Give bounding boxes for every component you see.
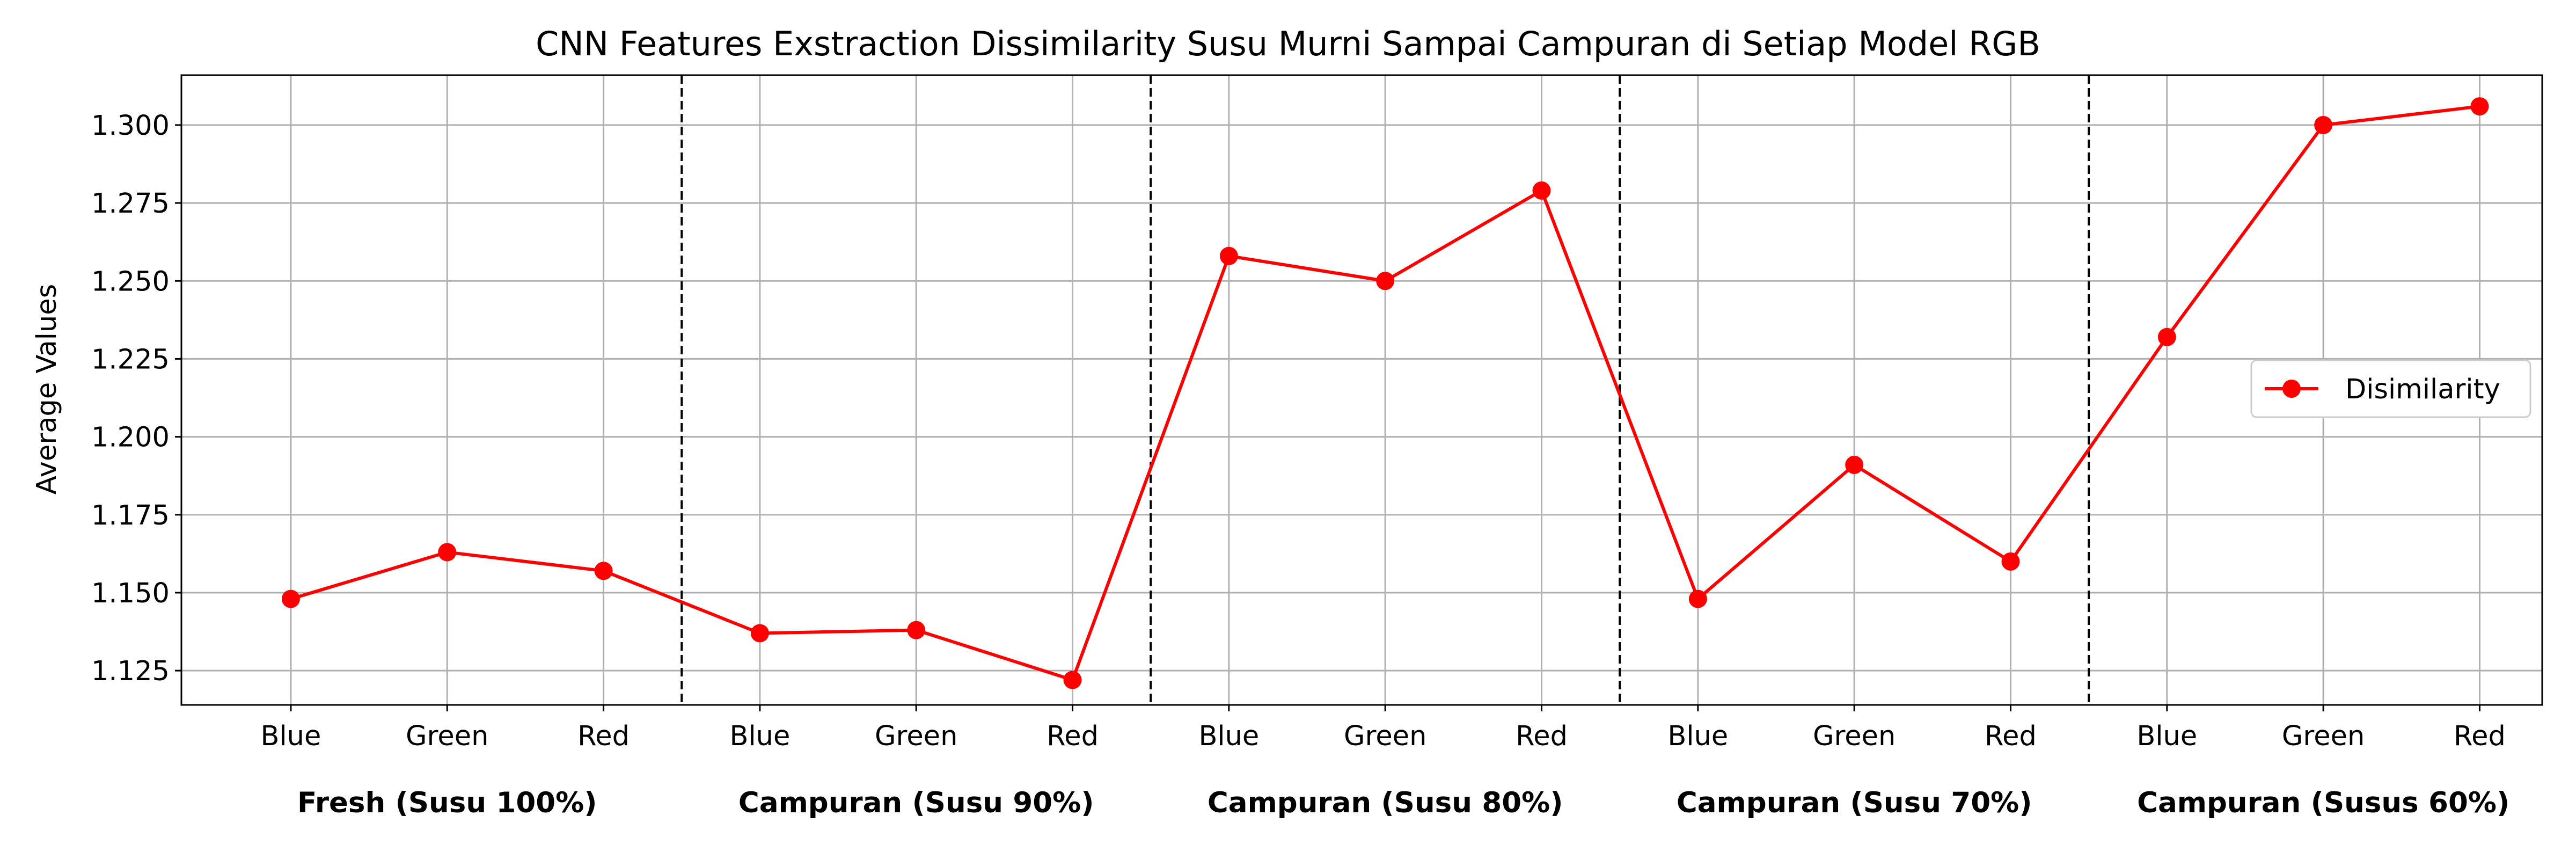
- data-point: [2314, 115, 2333, 134]
- data-point: [2470, 97, 2489, 116]
- data-point: [281, 589, 300, 608]
- group-label: Fresh (Susu 100%): [297, 787, 597, 819]
- data-point: [907, 621, 926, 639]
- y-tick-label: 1.200: [91, 422, 170, 454]
- data-point: [750, 624, 769, 643]
- x-tick-label: Green: [875, 720, 957, 752]
- plot-area-frame: [180, 74, 2543, 706]
- group-label: Campuran (Susu 70%): [1677, 787, 2032, 819]
- y-tick-label: 1.125: [91, 656, 170, 687]
- y-axis-label: Average Values: [31, 284, 63, 494]
- legend[interactable]: Disimilarity: [2250, 359, 2531, 418]
- x-tick-label: Blue: [1198, 720, 1259, 752]
- legend-label: Disimilarity: [2345, 374, 2500, 405]
- y-tick-label: 1.150: [91, 578, 170, 609]
- group-label: Campuran (Susu 90%): [738, 787, 1094, 819]
- group-label: Campuran (Susu 80%): [1208, 787, 1563, 819]
- x-tick-label: Green: [1813, 720, 1896, 752]
- x-tick-label: Red: [577, 720, 630, 752]
- x-tick-label: Blue: [1667, 720, 1728, 752]
- data-point: [438, 543, 457, 562]
- group-separators: [680, 75, 2090, 705]
- y-tick-label: 1.175: [91, 500, 170, 532]
- x-tick-label: Red: [1516, 720, 1568, 752]
- data-point: [1845, 455, 1864, 474]
- data-point: [2157, 327, 2176, 346]
- data-point: [1688, 589, 1707, 608]
- legend-box: [2250, 359, 2531, 418]
- y-tick-label: 1.300: [91, 110, 170, 142]
- x-tick-label: Blue: [260, 720, 321, 752]
- data-point: [1063, 671, 1082, 689]
- chart-title: CNN Features Exstraction Dissimilarity S…: [536, 24, 2040, 63]
- data-point: [1219, 246, 1238, 265]
- legend-marker: [2282, 380, 2301, 398]
- group-label: Campuran (Susus 60%): [2137, 787, 2509, 819]
- x-tick-label: Green: [1344, 720, 1426, 752]
- data-point: [1532, 181, 1551, 200]
- x-axis-ticks: Blue Green Red Blue Green Red Blue Green Red Blue…: [260, 705, 2506, 752]
- x-tick-label: Blue: [2136, 720, 2197, 752]
- grid: [181, 75, 2542, 705]
- y-axis-ticks: 1.125 1.150 1.175 1.200 1.225 1.250 1.275 1.300: [91, 110, 181, 687]
- y-tick-label: 1.275: [91, 188, 170, 220]
- y-tick-label: 1.250: [91, 266, 170, 297]
- group-labels: Fresh (Susu 100%) Campuran (Susu 90%) Camp…: [297, 787, 2509, 819]
- x-tick-label: Green: [406, 720, 488, 752]
- series-layer: [281, 97, 2489, 689]
- x-tick-label: Red: [1046, 720, 1099, 752]
- x-tick-label: Green: [2282, 720, 2365, 752]
- data-point: [1376, 272, 1395, 290]
- x-tick-label: Red: [2454, 720, 2506, 752]
- x-tick-label: Red: [1985, 720, 2037, 752]
- x-tick-label: Blue: [729, 720, 790, 752]
- y-tick-label: 1.225: [91, 344, 170, 375]
- data-point: [594, 562, 613, 580]
- data-point: [2001, 552, 2020, 571]
